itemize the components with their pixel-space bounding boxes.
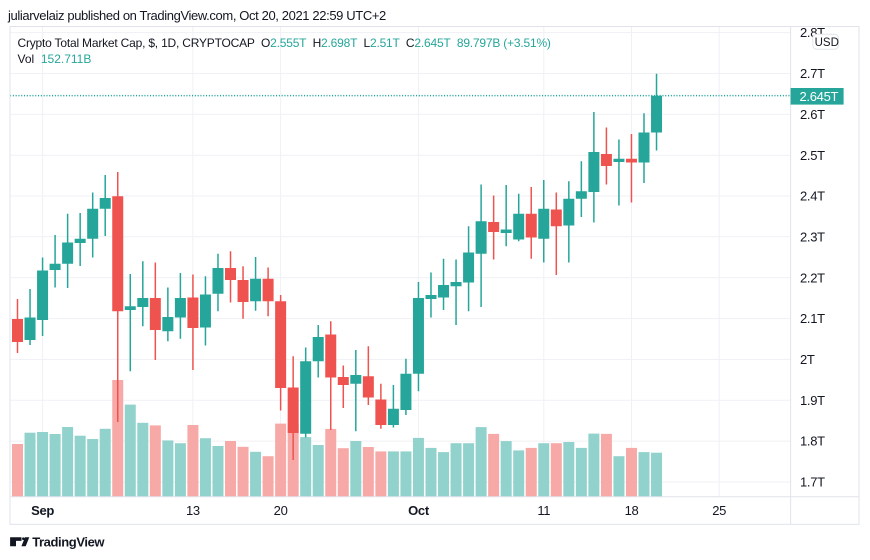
svg-text:20: 20 (274, 503, 288, 518)
svg-text:2.1T: 2.1T (800, 311, 825, 326)
svg-text:2T: 2T (800, 352, 815, 367)
svg-text:2.6T: 2.6T (800, 107, 825, 122)
svg-text:2.4T: 2.4T (800, 189, 825, 204)
svg-text:Sep: Sep (31, 503, 54, 518)
svg-text:2.3T: 2.3T (800, 229, 825, 244)
svg-text:2.2T: 2.2T (800, 270, 825, 285)
svg-text:11: 11 (537, 503, 550, 518)
svg-text:USD: USD (815, 37, 839, 49)
svg-text:13: 13 (186, 503, 200, 518)
svg-text:2.7T: 2.7T (800, 66, 825, 81)
svg-text:2.645T: 2.645T (800, 89, 839, 104)
svg-text:1.8T: 1.8T (800, 434, 825, 449)
svg-text:Oct: Oct (408, 503, 430, 518)
svg-text:TradingView: TradingView (32, 536, 105, 549)
svg-text:18: 18 (625, 503, 639, 518)
svg-text:25: 25 (712, 503, 726, 518)
svg-text:1.7T: 1.7T (800, 475, 825, 490)
svg-text:2.5T: 2.5T (800, 148, 825, 163)
svg-text:1.9T: 1.9T (800, 393, 825, 408)
